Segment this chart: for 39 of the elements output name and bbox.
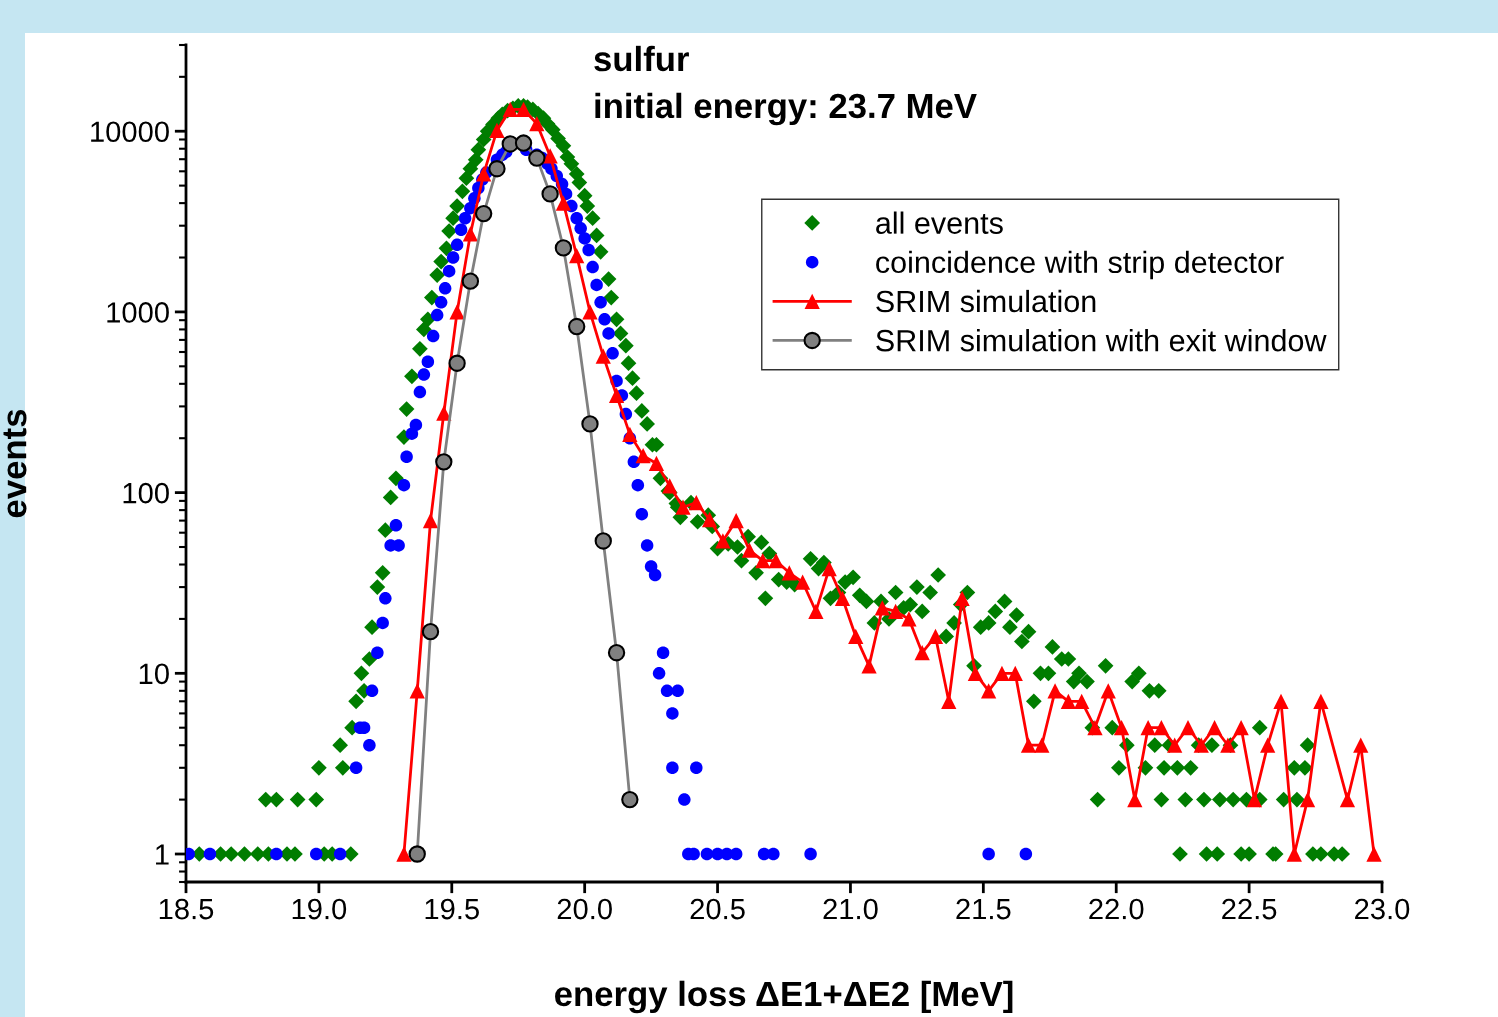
y-tick-label: 10	[139, 663, 169, 685]
x-tick-label: 21.5	[956, 898, 1011, 920]
y-tick-label: 1	[156, 844, 169, 865]
point	[461, 272, 480, 290]
annotation: sulfur	[594, 45, 689, 72]
legend-label: SRIM simulation	[876, 289, 1096, 313]
x-axis-title: energy loss ΔE1+ΔE2 [MeV]	[555, 980, 1013, 1014]
x-tick-label: 19.5	[425, 898, 479, 920]
point	[474, 204, 493, 223]
point	[408, 845, 426, 863]
legend-label: all events	[876, 211, 1003, 234]
point	[421, 622, 440, 641]
y-tick-label: 100	[123, 482, 169, 504]
x-tick-label: 22.5	[1222, 898, 1277, 920]
x-tick-label: 20.0	[557, 898, 612, 920]
point	[568, 317, 586, 336]
point	[541, 185, 559, 203]
annotation: initial energy: 23.7 MeV	[595, 92, 977, 126]
point	[594, 532, 612, 550]
y-tick-label: 10000	[91, 121, 169, 143]
point	[448, 354, 466, 372]
legend-label: SRIM simulation with exit window	[876, 329, 1327, 352]
point	[607, 644, 626, 662]
x-tick-label: 21.0	[823, 898, 878, 920]
y-axis-title: events	[3, 409, 27, 518]
point	[621, 790, 639, 809]
point	[528, 149, 546, 167]
point	[488, 160, 506, 178]
x-tick-label: 19.0	[292, 898, 347, 920]
legend-label: coincidence with strip detector	[876, 250, 1284, 280]
x-tick-label: 20.5	[690, 898, 745, 920]
point	[554, 239, 573, 257]
point	[581, 415, 599, 433]
point	[435, 453, 453, 471]
y-tick-label: 1000	[107, 302, 169, 323]
x-tick-label: 18.5	[159, 898, 214, 920]
point	[514, 134, 533, 152]
x-tick-label: 23.0	[1355, 898, 1410, 920]
x-tick-label: 22.0	[1089, 898, 1144, 920]
